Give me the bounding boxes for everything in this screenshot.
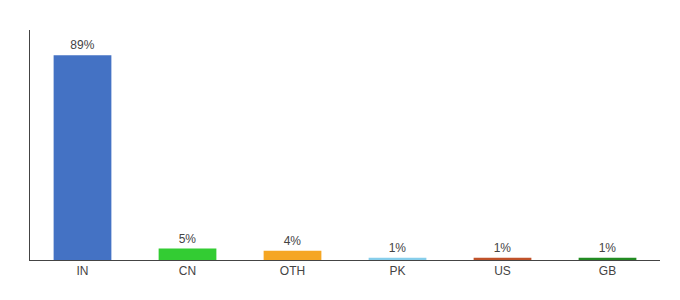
svg-text:89%: 89%	[70, 38, 94, 52]
svg-text:1%: 1%	[599, 241, 617, 255]
svg-text:US: US	[494, 264, 511, 278]
svg-text:1%: 1%	[494, 241, 512, 255]
svg-text:CN: CN	[179, 264, 196, 278]
svg-text:1%: 1%	[389, 241, 407, 255]
svg-text:PK: PK	[389, 264, 405, 278]
svg-text:GB: GB	[599, 264, 616, 278]
svg-text:4%: 4%	[284, 234, 302, 248]
svg-text:OTH: OTH	[280, 264, 305, 278]
svg-text:IN: IN	[77, 264, 89, 278]
svg-text:5%: 5%	[179, 232, 197, 246]
